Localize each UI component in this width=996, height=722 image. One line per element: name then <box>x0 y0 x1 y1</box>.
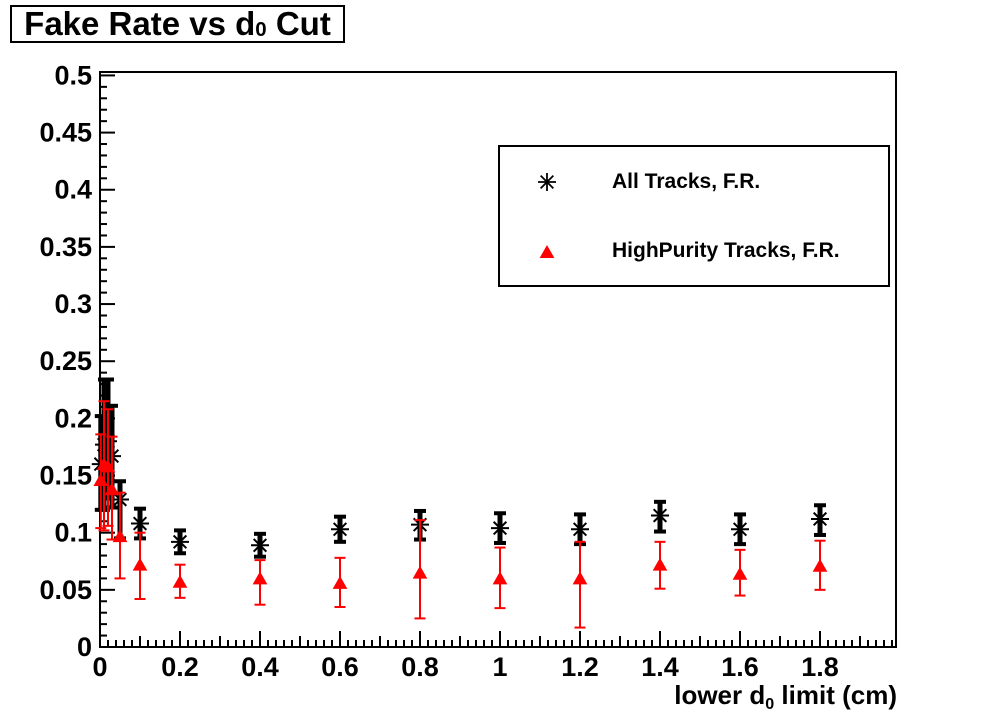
x-tick-label: 0.2 <box>161 652 199 682</box>
triangle-marker <box>93 473 109 487</box>
x-axis-title: lower d0 limit (cm) <box>674 680 897 713</box>
triangle-marker <box>492 571 508 585</box>
asterisk-marker <box>172 534 188 549</box>
triangle-marker <box>252 571 268 585</box>
legend-entry-highpurity-tracks: HighPurity Tracks, F.R. <box>500 216 888 285</box>
x-tick-label: 1.4 <box>641 652 679 682</box>
triangle-marker <box>732 566 748 580</box>
legend: All Tracks, F.R. HighPurity Tracks, F.R. <box>498 145 890 287</box>
asterisk-marker <box>652 508 668 523</box>
asterisk-marker <box>732 522 748 537</box>
x-tick-label: 1.2 <box>561 652 599 682</box>
legend-label: HighPurity Tracks, F.R. <box>612 238 840 262</box>
x-tick-label: 0.6 <box>321 652 359 682</box>
x-tick-label: 0 <box>92 652 107 682</box>
asterisk-marker <box>252 538 268 553</box>
y-tick-label: 0.2 <box>54 403 92 433</box>
x-axis-title-text: lower d <box>674 680 766 710</box>
triangle-marker <box>112 529 128 543</box>
x-tick-label: 1 <box>492 652 507 682</box>
triangle-marker <box>332 575 348 589</box>
triangle-marker <box>132 557 148 571</box>
y-tick-label: 0.5 <box>54 60 92 90</box>
legend-entry-all-tracks: All Tracks, F.R. <box>500 147 888 216</box>
asterisk-marker <box>540 174 554 189</box>
y-tick-label: 0 <box>77 632 92 662</box>
y-tick-label: 0.15 <box>39 461 92 491</box>
asterisk-marker-icon <box>538 172 556 191</box>
asterisk-marker <box>132 516 148 531</box>
x-axis-title-subscript: 0 <box>765 694 775 713</box>
x-tick-label: 0.8 <box>401 652 439 682</box>
legend-label: All Tracks, F.R. <box>612 169 761 193</box>
y-tick-label: 0.25 <box>39 346 92 376</box>
plot-title-text: Fake Rate vs d <box>24 5 256 42</box>
triangle-marker <box>572 571 588 585</box>
asterisk-marker <box>572 522 588 537</box>
asterisk-marker <box>492 521 508 536</box>
y-tick-label: 0.1 <box>54 518 92 548</box>
y-tick-label: 0.4 <box>54 175 92 205</box>
y-tick-label: 0.3 <box>54 289 92 319</box>
x-tick-label: 1.8 <box>801 652 839 682</box>
asterisk-marker <box>812 511 828 527</box>
triangle-marker <box>652 557 668 571</box>
plot-title-suffix: Cut <box>266 5 331 42</box>
triangle-marker <box>104 482 120 496</box>
x-tick-label: 1.6 <box>721 652 759 682</box>
triangle-marker <box>539 244 555 258</box>
plot-frame <box>99 71 897 648</box>
triangle-marker <box>100 459 116 473</box>
triangle-marker <box>812 558 828 572</box>
plot-title-subscript: 0 <box>255 17 267 41</box>
asterisk-marker <box>332 522 348 537</box>
triangle-marker-icon <box>539 244 555 258</box>
triangle-marker <box>172 574 188 588</box>
y-tick-label: 0.05 <box>39 575 92 605</box>
triangle-marker <box>412 565 428 579</box>
x-tick-label: 0.4 <box>241 652 279 682</box>
x-axis-title-suffix: limit (cm) <box>774 680 897 710</box>
y-tick-label: 0.45 <box>39 118 92 148</box>
y-tick-label: 0.35 <box>39 232 92 262</box>
